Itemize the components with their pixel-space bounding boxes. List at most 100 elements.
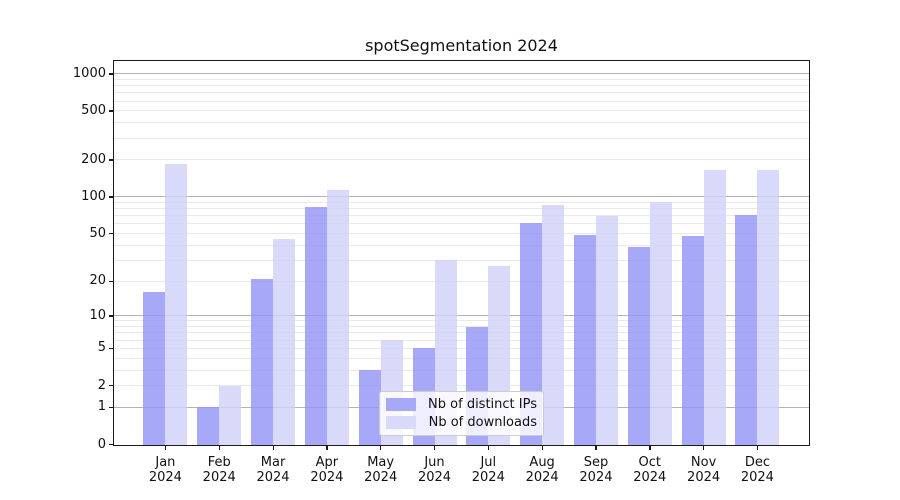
bar-nb-of-downloads-mar	[273, 239, 296, 446]
bar-nb-of-distinct-ips-may	[358, 370, 381, 446]
gridline-minor	[114, 339, 809, 341]
y-tick-label: 100	[81, 188, 106, 204]
x-tick	[756, 446, 759, 450]
x-tick	[487, 446, 490, 450]
bar-nb-of-downloads-aug	[542, 205, 565, 446]
y-tick	[109, 159, 113, 161]
gridline-minor	[114, 159, 809, 161]
y-tick	[109, 385, 113, 387]
y-tick-label: 1	[97, 399, 106, 415]
bar-nb-of-downloads-apr	[326, 189, 349, 446]
x-tick-year: 2024	[525, 470, 559, 485]
gridline-minor	[114, 137, 809, 139]
bar-nb-of-downloads-dec	[757, 170, 780, 446]
x-tick-label-dec: Dec 2024	[729, 455, 785, 485]
x-tick-label-oct: Oct 2024	[622, 455, 678, 485]
x-tick-label-aug: Aug 2024	[514, 455, 570, 485]
y-tick-label: 5	[97, 340, 106, 356]
bar-nb-of-downloads-nov	[703, 170, 726, 446]
gridline-minor	[114, 85, 809, 87]
bar-nb-of-distinct-ips-sep	[573, 234, 596, 446]
legend-entry-downloads: Nb of downloads	[386, 414, 537, 431]
bar-nb-of-distinct-ips-apr	[304, 206, 327, 446]
x-tick-year: 2024	[310, 470, 344, 485]
legend: Nb of distinct IPs Nb of downloads	[379, 391, 544, 436]
gridline-minor	[114, 78, 809, 80]
x-tick-month: Nov	[690, 455, 717, 470]
gridline-minor	[114, 259, 809, 261]
x-tick	[703, 446, 705, 450]
bar-nb-of-distinct-ips-jan	[143, 292, 166, 446]
bar-nb-of-distinct-ips-feb	[197, 407, 220, 446]
gridline-minor	[114, 92, 809, 94]
x-tick-month: May	[367, 455, 395, 470]
x-tick-year: 2024	[687, 470, 721, 485]
x-tick-year: 2024	[417, 470, 452, 485]
x-tick	[380, 446, 382, 450]
x-tick	[649, 446, 651, 450]
gridline-minor	[114, 244, 809, 246]
x-tick-month: Jul	[480, 455, 497, 470]
x-tick-label-jul: Jul 2024	[460, 455, 516, 485]
y-tick-label: 2	[97, 377, 106, 393]
legend-swatch-downloads	[386, 416, 416, 429]
y-tick-label: 500	[81, 102, 106, 118]
x-tick-month: Jun	[424, 455, 445, 470]
bar-nb-of-downloads-jan	[165, 164, 188, 446]
legend-label-distinct-ips: Nb of distinct IPs	[428, 397, 537, 412]
x-tick-label-sep: Sep 2024	[568, 455, 624, 485]
bar-nb-of-distinct-ips-dec	[735, 215, 758, 446]
x-tick-year: 2024	[256, 470, 290, 485]
chart-title: spotSegmentation 2024	[365, 36, 558, 55]
y-tick-label: 1000	[72, 65, 106, 81]
gridline-major	[114, 196, 809, 198]
y-tick-label: 20	[89, 273, 106, 289]
gridline-minor	[114, 201, 809, 203]
gridline-minor	[114, 100, 809, 102]
gridline-minor	[114, 110, 809, 112]
bar-nb-of-downloads-oct	[649, 201, 672, 446]
y-tick	[109, 444, 113, 446]
legend-label-downloads: Nb of downloads	[428, 415, 537, 430]
gridline-minor	[114, 280, 809, 282]
x-tick-month: Dec	[744, 455, 770, 470]
x-tick-label-jan: Jan 2024	[137, 455, 193, 485]
x-tick-year: 2024	[579, 470, 613, 485]
gridline-minor	[114, 385, 809, 387]
gridline-minor	[114, 332, 809, 334]
gridline-major	[114, 315, 809, 317]
x-tick-year: 2024	[202, 470, 236, 485]
x-tick-label-jun: Jun 2024	[407, 455, 463, 485]
bar-nb-of-distinct-ips-mar	[251, 278, 274, 446]
y-tick	[109, 280, 113, 282]
y-tick-label: 0	[97, 436, 106, 452]
bar-nb-of-downloads-sep	[595, 215, 618, 446]
gridline-minor	[114, 122, 809, 124]
x-tick-label-may: May 2024	[353, 455, 409, 485]
gridline-minor	[114, 233, 809, 235]
gridline-minor	[114, 215, 809, 217]
x-tick-year: 2024	[471, 470, 505, 485]
gridline-minor	[114, 208, 809, 210]
x-tick-month: Feb	[207, 455, 231, 470]
y-tick	[109, 196, 113, 198]
x-tick-label-mar: Mar 2024	[245, 455, 301, 485]
x-tick	[164, 446, 167, 450]
y-tick	[109, 110, 113, 112]
x-tick-month: Apr	[315, 455, 339, 470]
gridline-major	[114, 73, 809, 75]
bar-nb-of-distinct-ips-aug	[520, 223, 543, 446]
y-tick-label: 50	[89, 225, 106, 241]
y-tick	[109, 315, 113, 317]
x-tick-year: 2024	[148, 470, 182, 485]
gridline-minor	[114, 320, 809, 322]
bar-nb-of-distinct-ips-nov	[681, 235, 704, 446]
gridline-minor	[114, 326, 809, 328]
x-tick-year: 2024	[364, 470, 398, 485]
x-tick	[595, 446, 597, 450]
x-tick-label-nov: Nov 2024	[676, 455, 732, 485]
x-tick-year: 2024	[740, 470, 774, 485]
x-tick	[326, 446, 328, 450]
x-tick	[218, 446, 221, 450]
x-tick-month: Aug	[529, 455, 555, 470]
